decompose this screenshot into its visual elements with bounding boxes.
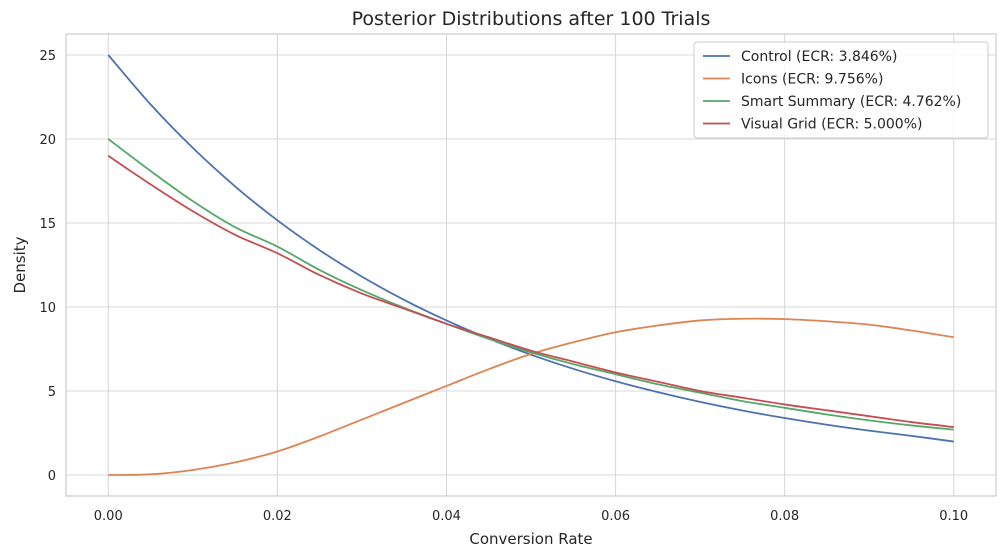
x-tick-label: 0.08 (770, 509, 799, 524)
y-tick-label: 10 (39, 301, 56, 316)
legend-entry: Icons (ECR: 9.756%) (741, 72, 883, 88)
series-lines (107, 54, 954, 476)
x-tick-label: 0.00 (94, 509, 123, 524)
y-tick-label: 20 (39, 133, 56, 148)
x-tick-label: 0.04 (432, 509, 461, 524)
legend-entry: Visual Grid (ECR: 5.000%) (741, 117, 922, 133)
x-tick-labels: 0.00 0.02 0.04 0.06 0.08 0.10 (94, 509, 968, 524)
plot-area-frame (65, 33, 997, 497)
legend-entry: Control (ECR: 3.846%) (741, 49, 897, 65)
x-tick-label: 0.10 (939, 509, 968, 524)
y-tick-labels: 0 5 10 15 20 25 (39, 49, 56, 484)
series-line-4 (107, 155, 954, 429)
y-axis-label: Density (11, 236, 29, 293)
y-tick-label: 25 (39, 49, 56, 64)
y-tick-label: 5 (48, 385, 56, 400)
y-tick-label: 0 (48, 469, 56, 484)
x-axis-label: Conversion Rate (469, 530, 592, 548)
series-line-3 (107, 138, 954, 431)
x-tick-label: 0.06 (601, 509, 630, 524)
legend-entry: Smart Summary (ECR: 4.762%) (741, 94, 961, 110)
series-line-2 (108, 317, 954, 476)
x-tick-label: 0.02 (263, 509, 292, 524)
legend-box (693, 41, 989, 139)
chart-title: Posterior Distributions after 100 Trials (352, 8, 711, 30)
legend: Control (ECR: 3.846%) Icons (ECR: 9.756%)… (693, 41, 989, 139)
y-tick-label: 15 (39, 217, 56, 232)
